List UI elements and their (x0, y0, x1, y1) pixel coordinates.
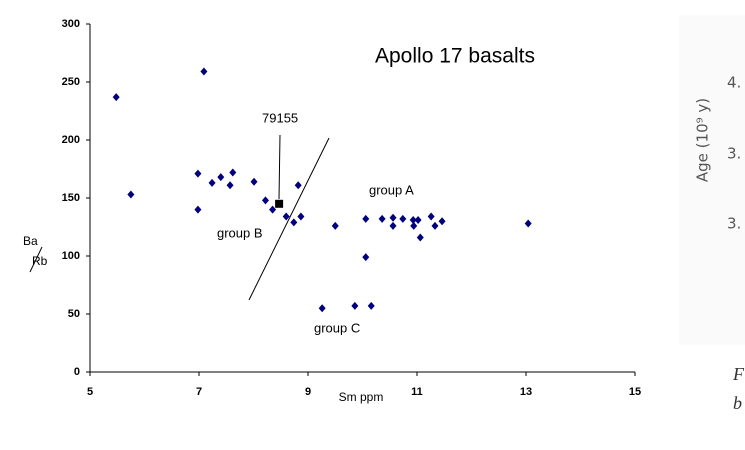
data-point (524, 219, 532, 228)
data-point (362, 214, 370, 223)
side-panel (679, 15, 745, 345)
data-point (399, 214, 407, 223)
y-axis-label: Rb (32, 254, 48, 268)
data-point (275, 199, 284, 208)
x-tick-label: 15 (629, 386, 641, 398)
annotation: 79155 (262, 110, 298, 125)
data-point (226, 181, 234, 190)
data-point (318, 304, 326, 313)
side-tick-label: 3. (727, 145, 741, 163)
data-point (389, 213, 397, 222)
y-tick-label: 300 (62, 18, 80, 30)
ylabel-slash (29, 246, 43, 273)
data-point (410, 221, 418, 230)
data-point (416, 233, 424, 242)
data-point (269, 205, 277, 214)
data-point (297, 212, 305, 221)
data-point (331, 221, 339, 230)
side-tick-label: 3. (727, 215, 741, 233)
data-point (362, 253, 370, 262)
data-point (431, 221, 439, 230)
data-point (194, 169, 202, 178)
chart-title: Apollo 17 basalts (375, 45, 535, 68)
side-caption: b (733, 393, 742, 413)
group-boundary (248, 137, 330, 301)
x-tick-label: 13 (520, 386, 532, 398)
y-tick-label: 200 (62, 134, 80, 146)
x-tick-label: 9 (305, 386, 311, 398)
data-point (217, 173, 225, 182)
side-tick-label: 4. (727, 74, 741, 92)
data-point (294, 181, 302, 190)
data-point (261, 196, 269, 205)
data-point (409, 216, 417, 225)
y-tick-label: 150 (62, 192, 80, 204)
data-point (367, 301, 375, 310)
data-point (229, 168, 237, 177)
data-point (389, 221, 397, 230)
data-point (194, 205, 202, 214)
y-tick-label: 100 (62, 250, 80, 262)
annotation: group C (314, 320, 360, 335)
annotation-pointer (278, 134, 281, 200)
side-caption: F (732, 364, 745, 384)
data-point (208, 178, 216, 187)
data-point (438, 217, 446, 226)
y-axis-label: Ba (23, 234, 38, 248)
x-tick-label: 5 (87, 386, 93, 398)
data-point (351, 301, 359, 310)
data-point (127, 190, 135, 199)
y-tick-label: 250 (62, 76, 80, 88)
annotation: group B (217, 225, 263, 240)
data-point (427, 212, 435, 221)
data-point (200, 67, 208, 76)
annotation: group A (369, 182, 414, 197)
y-tick-label: 50 (68, 308, 80, 320)
x-tick-label: 7 (196, 386, 202, 398)
data-point (378, 214, 386, 223)
data-point (250, 177, 258, 186)
y-tick-label: 0 (74, 366, 80, 378)
data-point (282, 212, 290, 221)
data-point (414, 216, 422, 225)
side-axis-label: Age (10⁹ y) (694, 98, 712, 182)
x-tick-label: 11 (411, 386, 423, 398)
data-point (290, 218, 298, 227)
data-point (112, 93, 120, 102)
x-axis-label: Sm ppm (339, 390, 384, 404)
